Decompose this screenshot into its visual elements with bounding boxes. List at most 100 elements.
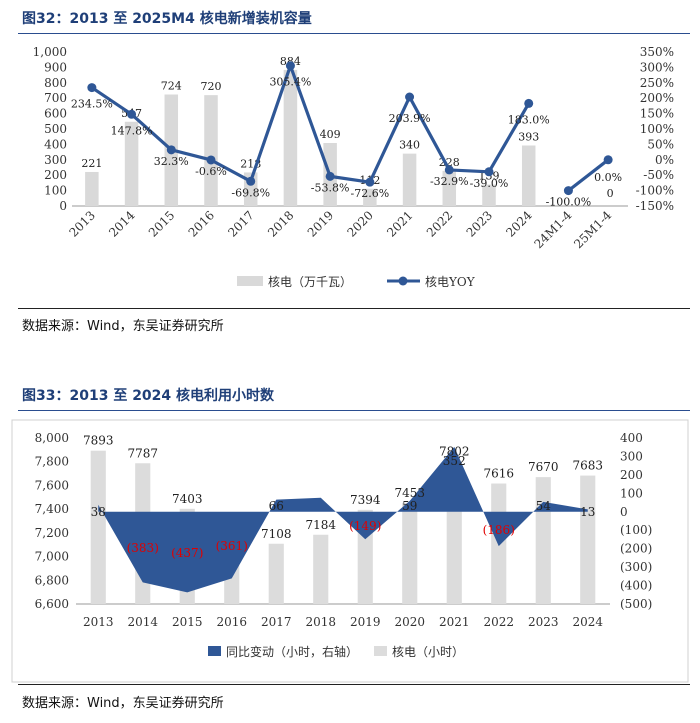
hours-bar-label: 7108 [261, 527, 292, 541]
y-left-tick-label: 600 [44, 107, 67, 121]
yoy-point [405, 92, 415, 102]
x-tick-label: 2018 [305, 615, 336, 629]
x-tick-label: 2016 [186, 208, 217, 239]
yoy-point [484, 167, 494, 177]
x-tick-label: 2014 [106, 208, 138, 240]
y-left-tick-label: 700 [44, 91, 67, 105]
y-right-tick-label: (300) [620, 560, 652, 574]
yoy-change-label: 13 [580, 505, 595, 519]
legend-bar-swatch [374, 646, 387, 656]
x-tick-label: 2013 [83, 615, 114, 629]
yoy-data-label: 203.9% [389, 112, 431, 125]
hours-bar-label: 7670 [528, 460, 559, 474]
y-right-tick-label: 100 [620, 486, 643, 500]
installed-capacity-chart: 01002003004005006007008009001,000-150%-1… [33, 45, 674, 289]
y-right-tick-label: (200) [620, 542, 652, 556]
figure-32-title: 图32：2013 至 2025M4 核电新增装机容量 [22, 11, 312, 27]
y-left-tick-label: 1,000 [33, 45, 67, 59]
figure-33-title: 图33：2013 至 2024 核电利用小时数 [22, 388, 275, 404]
x-tick-label: 2020 [394, 615, 425, 629]
figure-32-source: 数据来源：Wind，东吴证券研究所 [22, 319, 224, 334]
y-right-tick-label: (500) [620, 597, 652, 611]
y-left-tick-label: 8,000 [35, 431, 69, 445]
y-right-tick-label: (400) [620, 579, 652, 593]
x-tick-label: 2023 [464, 208, 495, 239]
yoy-data-label: 183.0% [508, 113, 550, 126]
y-right-tick-label: 300% [640, 60, 674, 74]
y-left-tick-label: 6,800 [35, 573, 69, 587]
hours-bar-label: 7893 [83, 434, 114, 448]
capacity-bar-label: 724 [161, 80, 182, 93]
hours-bar [268, 543, 284, 604]
yoy-point [246, 176, 256, 186]
capacity-bar-label: 393 [518, 130, 539, 143]
figure-33-bottom-rule [18, 684, 690, 685]
x-tick-label: 2019 [305, 208, 336, 239]
yoy-data-label: -100.0% [546, 196, 592, 209]
hours-bar-label: 7802 [439, 444, 470, 458]
plot-frame [11, 419, 689, 683]
y-left-tick-label: 7,800 [35, 455, 69, 469]
hours-bar-label: 7683 [572, 459, 603, 473]
y-right-tick-label: (100) [620, 523, 652, 537]
figure-32-title-rule [18, 33, 690, 34]
yoy-change-label: 66 [269, 499, 284, 513]
y-left-tick-label: 6,600 [35, 597, 69, 611]
hours-bar-label: 7787 [127, 446, 158, 460]
hours-bar-label: 7184 [305, 518, 336, 532]
y-right-tick-label: -50% [643, 168, 674, 182]
yoy-data-label: 32.3% [154, 155, 189, 168]
y-right-tick-label: -150% [636, 199, 674, 213]
x-tick-label: 2021 [439, 615, 470, 629]
yoy-point [365, 177, 375, 187]
x-tick-label: 2017 [225, 208, 256, 239]
y-left-tick-label: 0 [59, 199, 67, 213]
hours-bar [402, 502, 418, 604]
x-tick-label: 25M1-4 [571, 208, 614, 251]
yoy-point [166, 145, 176, 155]
capacity-bar [204, 95, 218, 206]
hours-bar [535, 477, 551, 604]
x-tick-label: 2022 [424, 208, 455, 239]
x-tick-label: 2022 [483, 615, 514, 629]
x-tick-label: 2021 [384, 208, 415, 239]
capacity-bar [482, 184, 496, 206]
legend-bar-swatch [237, 276, 263, 286]
capacity-bar [402, 153, 417, 206]
yoy-point [524, 98, 534, 108]
x-tick-label: 2018 [265, 208, 296, 239]
y-right-tick-label: 400 [620, 431, 643, 445]
y-left-tick-label: 7,400 [35, 502, 69, 516]
figure-32-bottom-rule [18, 308, 690, 309]
yoy-data-label: -39.0% [470, 177, 509, 190]
yoy-change-area [98, 446, 588, 593]
yoy-change-label: (437) [171, 546, 203, 560]
yoy-point [87, 83, 97, 93]
yoy-data-label: 147.8% [111, 124, 153, 137]
capacity-bar [124, 121, 139, 206]
hours-bar-label: 7403 [172, 492, 203, 506]
yoy-change-label: 352 [443, 454, 466, 468]
y-left-tick-label: 900 [44, 60, 67, 74]
yoy-point [206, 155, 216, 165]
x-tick-label: 2013 [66, 208, 97, 239]
y-left-tick-label: 500 [44, 122, 67, 136]
x-tick-label: 2015 [146, 208, 177, 239]
y-right-tick-label: 200% [640, 91, 674, 105]
capacity-bar [363, 188, 377, 206]
x-tick-label: 2024 [572, 615, 603, 629]
y-left-tick-label: 7,000 [35, 550, 69, 564]
x-tick-label: 2024 [503, 208, 535, 240]
x-tick-label: 2017 [261, 615, 292, 629]
yoy-change-label: (149) [349, 519, 381, 533]
yoy-point [444, 165, 454, 175]
legend-area-label: 同比变动（小时，右轴） [226, 644, 358, 659]
yoy-data-label: -53.8% [311, 181, 350, 194]
x-tick-label: 2023 [528, 615, 559, 629]
yoy-data-label: -72.6% [351, 187, 390, 200]
y-right-tick-label: 100% [640, 122, 674, 136]
yoy-change-label: 59 [402, 499, 417, 513]
hours-bar [313, 534, 329, 604]
yoy-data-label: 0.0% [594, 171, 622, 184]
yoy-data-label: -0.6% [195, 165, 227, 178]
